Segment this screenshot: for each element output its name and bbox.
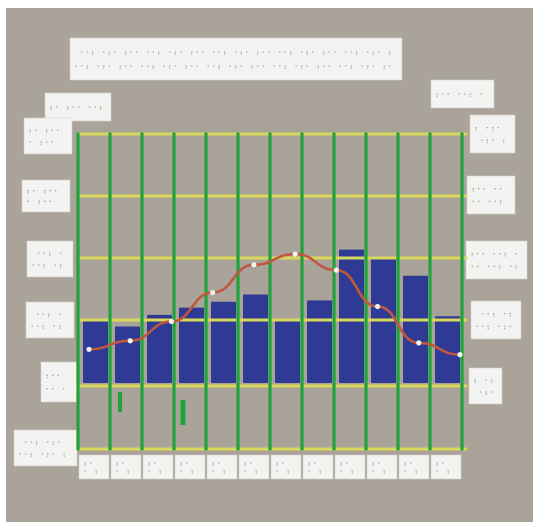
right-axis-label-card bbox=[469, 114, 516, 154]
bar bbox=[83, 320, 108, 383]
x-axis-label-card bbox=[238, 454, 270, 480]
braille-label-cards bbox=[13, 37, 528, 480]
x-axis-label-card bbox=[366, 454, 398, 480]
left-axis-label-card bbox=[21, 179, 71, 213]
curve-pin bbox=[416, 340, 422, 346]
bar bbox=[147, 314, 172, 383]
curve-pin bbox=[374, 303, 381, 310]
left-axis-label-card bbox=[23, 117, 73, 155]
left-axis-label-card bbox=[40, 361, 78, 403]
top-right-braille-card bbox=[430, 79, 495, 109]
bar bbox=[435, 316, 460, 383]
curve-pin bbox=[86, 346, 92, 352]
tactile-grid bbox=[76, 132, 468, 451]
bar bbox=[403, 275, 428, 383]
bar bbox=[115, 326, 140, 383]
x-axis-label-card bbox=[78, 454, 110, 480]
x-axis-label-card bbox=[430, 454, 462, 480]
bar bbox=[307, 300, 332, 383]
tactile-curve bbox=[86, 251, 463, 358]
bar bbox=[179, 307, 204, 383]
x-axis-label-card bbox=[334, 454, 366, 480]
x-axis-label-card bbox=[142, 454, 174, 480]
left-axis-label-card bbox=[13, 429, 78, 467]
title-braille-card bbox=[69, 37, 403, 81]
left-axis-label-card bbox=[25, 301, 75, 339]
curve-cord bbox=[87, 252, 462, 356]
curve-pin bbox=[168, 318, 175, 325]
curve-pin bbox=[127, 338, 133, 344]
tactile-bars bbox=[83, 249, 460, 383]
curve-pin bbox=[292, 251, 298, 257]
left-axis-label-card bbox=[26, 240, 74, 278]
right-axis-label-card bbox=[466, 175, 516, 215]
x-axis-label-card bbox=[110, 454, 142, 480]
bar bbox=[339, 249, 364, 383]
right-axis-label-card bbox=[468, 367, 503, 405]
x-axis-label-card bbox=[270, 454, 302, 480]
x-axis-label-card bbox=[206, 454, 238, 480]
curve-pin bbox=[333, 267, 339, 273]
bar bbox=[243, 294, 268, 383]
right-axis-label-card bbox=[465, 240, 528, 280]
x-axis-label-card bbox=[174, 454, 206, 480]
x-axis-label-card bbox=[302, 454, 334, 480]
x-axis-label-card bbox=[398, 454, 430, 480]
right-axis-label-card bbox=[470, 300, 522, 340]
curve-pin bbox=[210, 289, 216, 296]
curve-pin bbox=[251, 262, 257, 268]
top-left-braille-card bbox=[44, 92, 112, 122]
curve-pin bbox=[457, 352, 463, 358]
bar bbox=[275, 320, 300, 383]
bar bbox=[211, 301, 236, 383]
